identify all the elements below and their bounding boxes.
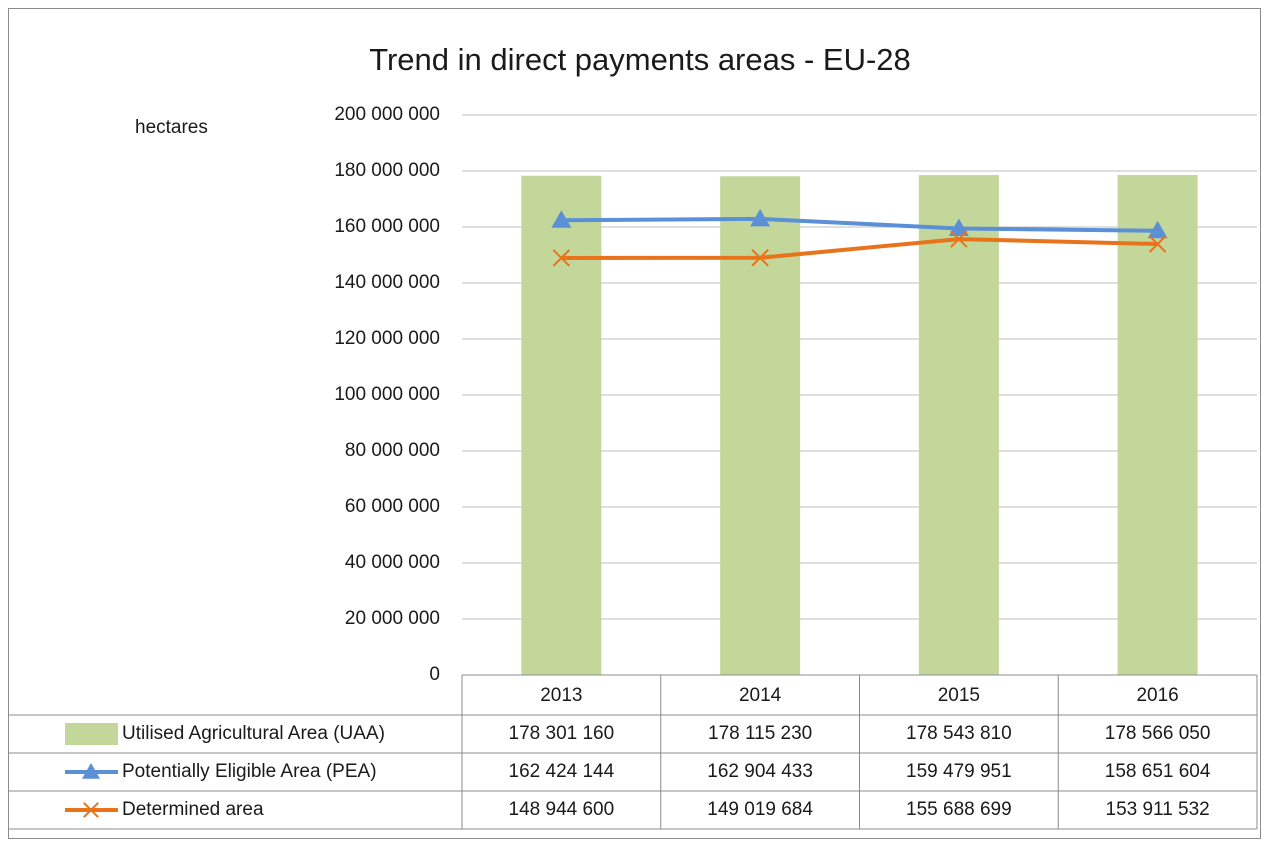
y-tick-label: 120 000 000: [334, 328, 440, 349]
x-tick-label: 2016: [1136, 685, 1178, 706]
marker: [1148, 235, 1167, 253]
marker: [950, 230, 968, 248]
line: [561, 237, 1158, 260]
x-tick-label: 2014: [739, 685, 782, 706]
table-value: 178 566 050: [1105, 723, 1211, 744]
line: [561, 216, 1158, 233]
chart-title: Trend in direct payments areas - EU-28: [369, 42, 911, 77]
bar: [720, 176, 801, 676]
marker: [751, 249, 769, 267]
legend-label: Potentially Eligible Area (PEA): [122, 761, 377, 782]
bar: [1117, 175, 1198, 675]
table-value: 153 911 532: [1106, 799, 1210, 820]
legend-marker: [83, 802, 99, 818]
table-value: 178 115 230: [708, 723, 812, 744]
bar: [918, 175, 999, 675]
table-value: 159 479 951: [906, 761, 1012, 782]
legend-label: Determined area: [122, 799, 264, 820]
table-value: 155 688 699: [906, 799, 1012, 820]
y-tick-label: 40 000 000: [345, 552, 440, 573]
y-tick-label: 20 000 000: [345, 608, 440, 629]
table-value: 149 019 684: [707, 799, 813, 820]
y-tick-label: 60 000 000: [345, 496, 440, 517]
legend-label: Utilised Agricultural Area (UAA): [122, 723, 385, 744]
legend-marker: [82, 763, 100, 779]
y-axis-label: hectares: [135, 117, 208, 138]
y-tick-label: 140 000 000: [334, 272, 440, 293]
table-value: 178 301 160: [509, 723, 615, 744]
table-value: 158 651 604: [1105, 761, 1211, 782]
marker: [551, 210, 572, 228]
marker: [552, 249, 571, 267]
y-tick-label: 160 000 000: [334, 216, 440, 237]
table-value: 162 424 144: [509, 761, 615, 782]
table-value: 148 944 600: [509, 799, 615, 820]
y-tick-label: 0: [429, 664, 440, 685]
marker: [948, 218, 969, 236]
chart-border: [8, 8, 1261, 839]
marker: [750, 208, 771, 227]
bar: [521, 175, 602, 675]
y-tick-label: 80 000 000: [345, 440, 440, 461]
table-value: 178 543 810: [906, 723, 1012, 744]
y-tick-label: 200 000 000: [334, 104, 440, 125]
marker: [1147, 220, 1168, 239]
y-tick-label: 100 000 000: [334, 384, 440, 405]
x-tick-label: 2013: [540, 685, 582, 706]
y-tick-label: 180 000 000: [334, 160, 440, 181]
x-tick-label: 2015: [938, 685, 980, 706]
legend-key: [65, 723, 118, 745]
table-value: 162 904 433: [707, 761, 813, 782]
